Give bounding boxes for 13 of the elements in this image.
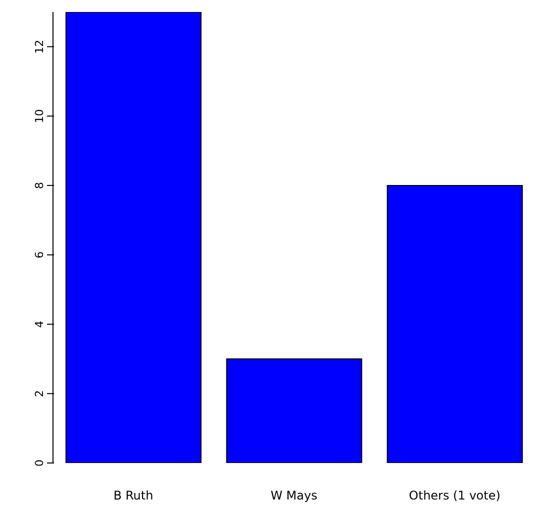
bar [226, 358, 362, 463]
bar [66, 12, 202, 463]
y-tick-label: 10 [33, 109, 46, 124]
y-tick-label: 4 [33, 320, 46, 328]
x-tick-label: Others (1 vote) [408, 488, 500, 503]
y-tick-label: 12 [33, 40, 46, 54]
y-tick-label: 2 [33, 390, 46, 398]
x-tick-label: B Ruth [113, 488, 154, 503]
bar [386, 184, 523, 463]
x-tick-label: W Mays [270, 488, 318, 503]
y-tick-label: 0 [33, 460, 46, 466]
y-tick-label: 6 [33, 251, 46, 258]
y-tick-label: 8 [33, 182, 46, 189]
